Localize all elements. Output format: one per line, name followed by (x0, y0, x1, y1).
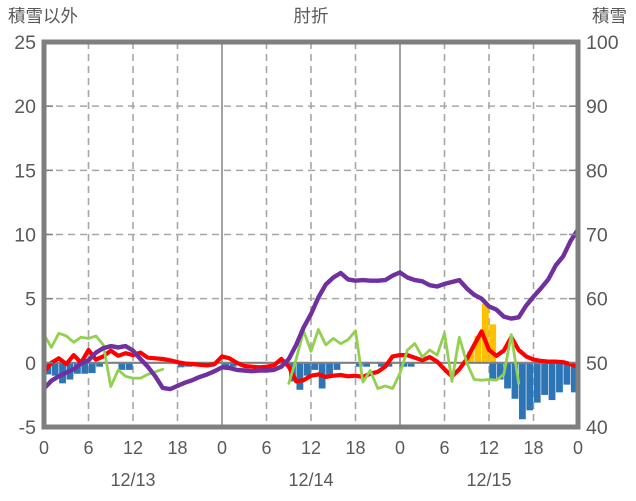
blue-bars-bar (51, 362, 59, 376)
x-axis-tick-label: 0 (217, 438, 227, 458)
blue-bars-bar (548, 362, 556, 401)
right-axis-title: 積雪 (592, 6, 627, 26)
y-axis-left-tick-label: -5 (19, 417, 36, 439)
blue-bars-bar (96, 362, 104, 367)
x-axis-tick-label: 12 (479, 438, 499, 458)
blue-bars-bar (533, 362, 541, 403)
blue-bars-bar (88, 362, 96, 374)
blue-bars-bar (570, 362, 578, 393)
plot-border (41, 39, 581, 430)
blue-bars-bar (326, 362, 333, 376)
x-axis-tick-label: 12 (301, 438, 321, 458)
blue-bars-bar (81, 362, 89, 374)
orange-bars-bar (474, 335, 482, 363)
blue-bars-bar (511, 362, 519, 399)
y-axis-left-tick-label: 20 (14, 96, 36, 118)
blue-bars-bar (556, 362, 563, 393)
green-line (42, 328, 521, 390)
y-axis-left-tick-label: 10 (14, 225, 36, 247)
blue-bars-bar (118, 362, 126, 370)
blue-bars-bar (563, 362, 571, 385)
orange-bars-bar (481, 303, 489, 363)
blue-bars-bar (526, 362, 534, 411)
y-axis-left-tick-label: 15 (14, 160, 36, 182)
blue-bars-bar (311, 362, 319, 370)
blue-bars-bar (504, 362, 511, 389)
orange-bars-bar (489, 324, 497, 363)
y-axis-left-tick-label: 5 (25, 289, 36, 311)
x-axis-tick-label: 12 (123, 438, 143, 458)
blue-bars-bar (303, 362, 311, 376)
x-axis-tick-label: 0 (395, 438, 405, 458)
red-line (41, 329, 581, 384)
x-axis-day-label: 12/13 (110, 470, 155, 490)
x-axis-tick-label: 18 (523, 438, 543, 458)
blue-bars-bar (333, 362, 341, 370)
blue-bars-bar (378, 362, 385, 367)
x-axis-tick-label: 6 (439, 438, 449, 458)
x-axis-day-label: 12/14 (288, 470, 333, 490)
y-axis-right-tick-label: 40 (586, 417, 608, 439)
y-axis-left-tick-label: 25 (14, 32, 36, 54)
x-axis-tick-label: 6 (83, 438, 93, 458)
x-axis-tick-label: 0 (39, 438, 49, 458)
y-axis-right-tick-label: 90 (586, 96, 608, 118)
blue-bars-bar (363, 362, 371, 367)
y-axis-right-tick-label: 50 (586, 353, 608, 375)
y-axis-right-tick-label: 80 (586, 160, 608, 182)
blue-bars-bar (518, 362, 526, 420)
x-axis-tick-label: 0 (573, 438, 583, 458)
blue-bars-bar (541, 362, 549, 395)
orange-bars-bar (467, 351, 474, 363)
y-axis-left-tick-label: 0 (25, 353, 36, 375)
blue-bars-bar (489, 362, 497, 380)
blue-bars-bar (125, 362, 133, 370)
chart-title: 肘折 (293, 6, 329, 26)
x-axis-day-label: 12/15 (466, 470, 511, 490)
blue-bars-bar (496, 362, 504, 380)
y-axis-right-tick-label: 100 (586, 32, 619, 54)
y-axis-right-tick-label: 60 (586, 289, 608, 311)
left-axis-title: 積雪以外 (8, 6, 78, 26)
blue-bars-bar (407, 362, 415, 367)
blue-bars-bar (222, 362, 230, 367)
y-axis-right-tick-label: 70 (586, 225, 608, 247)
x-axis-tick-label: 18 (167, 438, 187, 458)
blue-bars-bar (177, 362, 185, 368)
blue-bars-bar (229, 362, 237, 367)
x-axis-tick-label: 6 (261, 438, 271, 458)
x-axis-tick-label: 18 (345, 438, 365, 458)
snow-depth-line (41, 227, 581, 392)
blue-bars-bar (296, 362, 304, 390)
